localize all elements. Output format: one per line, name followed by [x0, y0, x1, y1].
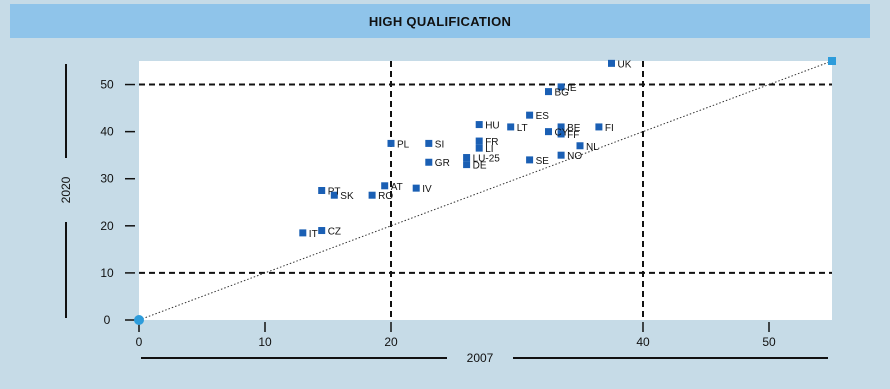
scatter-point-cy [545, 128, 552, 136]
point-label-bg: BG [555, 88, 570, 99]
chart-title-bar: HIGH QUALIFICATION [10, 4, 870, 38]
point-label-at: AT [391, 182, 403, 193]
scatter-point-sk [330, 191, 338, 199]
x-tick-label-0: 0 [136, 335, 143, 349]
point-label-ie: IE [567, 83, 577, 94]
point-label-de: DE [473, 161, 487, 172]
scatter-point-si [425, 139, 433, 147]
point-label-nl: NL [586, 142, 599, 153]
point-label-fi: FI [605, 123, 614, 134]
scatter-point-hu [475, 121, 483, 129]
y-tick-label-50: 50 [100, 78, 114, 92]
point-label-lu-25: LU-25 [473, 154, 501, 165]
point-label-se: SE [536, 156, 550, 167]
point-label-pl: PL [397, 139, 410, 150]
x-tick-label-10: 10 [258, 335, 272, 349]
point-label-si: SI [435, 139, 444, 150]
scatter-point-pt [318, 187, 326, 194]
point-label-hu: HU [485, 121, 499, 132]
scatter-point-lu-25 [463, 154, 471, 162]
x-tick-label-20: 20 [384, 335, 398, 349]
point-label-lt: LT [517, 123, 528, 134]
point-label-gr: GR [435, 158, 450, 169]
y-tick-label-0: 0 [104, 313, 111, 327]
scatter-point-27 [828, 57, 836, 65]
x-tick-label-50: 50 [762, 335, 776, 349]
x-tick-label-40: 40 [636, 335, 650, 349]
point-label-be: BE [567, 123, 581, 134]
scatter-point-be [557, 123, 565, 131]
scatter-point-nl [576, 142, 584, 150]
scatter-point-cz [318, 227, 326, 235]
point-label-it: IT [309, 229, 318, 240]
scatter-point-es [526, 111, 534, 119]
scatter-point-pl [387, 139, 395, 147]
scatter-point-no [557, 151, 565, 159]
point-label-li: LI [485, 144, 493, 155]
point-label-cy: CY [555, 128, 569, 139]
scatter-point-de [463, 161, 471, 169]
point-label-iv: IV [422, 184, 432, 195]
scatter-point-bg [545, 88, 552, 96]
scatter-point-se [526, 156, 534, 164]
point-label-no: NO [567, 151, 582, 162]
point-label-ff: FF [567, 130, 579, 141]
x-axis-title: 2007 [467, 351, 494, 365]
scatter-point-iv [412, 184, 420, 192]
scatter-point-ie [557, 83, 565, 91]
point-label-cz: CZ [328, 227, 341, 238]
chart-title: HIGH QUALIFICATION [368, 13, 512, 29]
scatter-point-at [381, 182, 389, 190]
scatter-point-ro [368, 191, 376, 199]
scatter-point-ff [557, 130, 565, 138]
y-tick-label-20: 20 [100, 219, 114, 233]
y-tick-label-40: 40 [100, 125, 114, 139]
scatter-point-gr [425, 158, 433, 166]
scatter-point-uk [608, 59, 615, 67]
grid-layer [138, 60, 833, 321]
reference-diagonal-line [138, 60, 833, 321]
axis-layer: 0 10 20 30 40 50 0 10 20 40 50 2007 2020 [59, 64, 828, 365]
point-label-sk: SK [340, 191, 354, 202]
point-label-uk: UK [618, 59, 632, 70]
point-label-pt: PT [328, 187, 341, 198]
point-label-ro: RO [378, 191, 393, 202]
scatter-point-lt [507, 123, 515, 131]
y-tick-label-30: 30 [100, 172, 114, 186]
point-label-fr: FR [485, 137, 498, 148]
y-axis-title: 2020 [59, 176, 73, 203]
scatter-point-fi [595, 123, 603, 131]
y-tick-label-10: 10 [100, 266, 114, 280]
scatter-point-fr [475, 137, 483, 145]
scatter-point-li [475, 144, 483, 152]
scatter-point-origin [134, 315, 144, 325]
scatter-point-it [299, 229, 307, 237]
point-label-es: ES [536, 111, 550, 122]
points-layer [134, 57, 836, 325]
